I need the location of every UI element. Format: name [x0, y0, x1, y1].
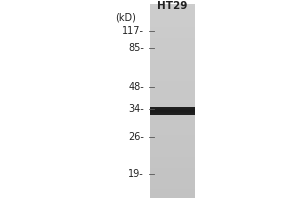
Text: (kD): (kD): [116, 12, 136, 22]
Text: 34-: 34-: [128, 104, 144, 114]
Text: 26-: 26-: [128, 132, 144, 142]
Text: 48-: 48-: [128, 82, 144, 92]
Text: 85-: 85-: [128, 43, 144, 53]
Text: 117-: 117-: [122, 26, 144, 36]
Text: HT29: HT29: [157, 1, 188, 11]
Bar: [150, 4, 195, 198]
Text: 19-: 19-: [128, 169, 144, 179]
Bar: [150, 107, 195, 115]
